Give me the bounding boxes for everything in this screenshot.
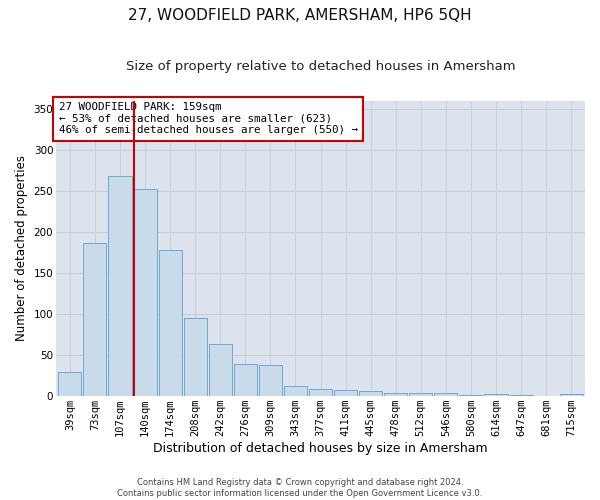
Y-axis label: Number of detached properties: Number of detached properties — [15, 156, 28, 342]
Bar — [309, 389, 332, 396]
Title: Size of property relative to detached houses in Amersham: Size of property relative to detached ho… — [126, 60, 515, 73]
Bar — [58, 372, 82, 396]
Bar — [334, 390, 357, 396]
Bar — [560, 394, 583, 396]
Bar — [134, 189, 157, 396]
Text: 27 WOODFIELD PARK: 159sqm
← 53% of detached houses are smaller (623)
46% of semi: 27 WOODFIELD PARK: 159sqm ← 53% of detac… — [59, 102, 358, 135]
Bar — [184, 318, 207, 396]
Bar — [384, 393, 407, 396]
Bar — [109, 176, 131, 396]
Bar — [284, 386, 307, 396]
Bar — [259, 365, 282, 396]
X-axis label: Distribution of detached houses by size in Amersham: Distribution of detached houses by size … — [153, 442, 488, 455]
Bar — [359, 391, 382, 396]
Bar — [409, 393, 433, 396]
Bar — [83, 244, 106, 396]
Bar — [158, 250, 182, 396]
Text: Contains HM Land Registry data © Crown copyright and database right 2024.
Contai: Contains HM Land Registry data © Crown c… — [118, 478, 482, 498]
Text: 27, WOODFIELD PARK, AMERSHAM, HP6 5QH: 27, WOODFIELD PARK, AMERSHAM, HP6 5QH — [128, 8, 472, 22]
Bar — [484, 394, 508, 396]
Bar — [209, 344, 232, 396]
Bar — [234, 364, 257, 396]
Bar — [434, 393, 457, 396]
